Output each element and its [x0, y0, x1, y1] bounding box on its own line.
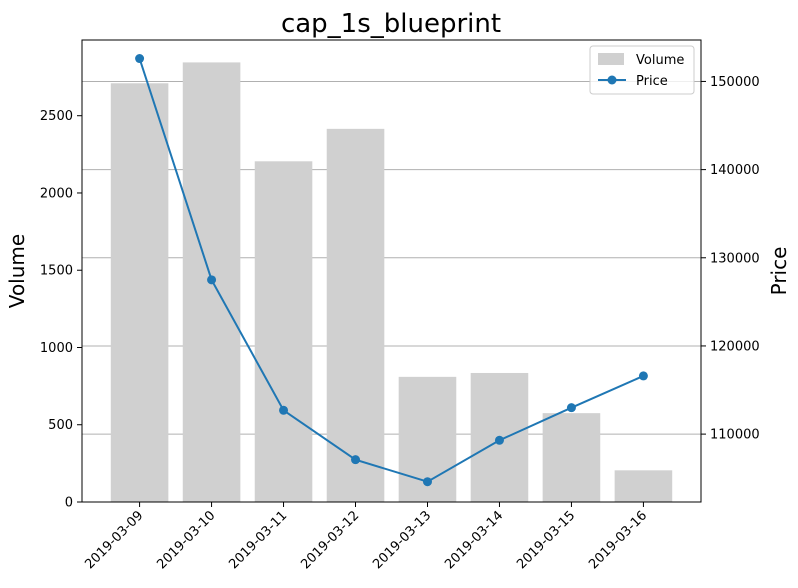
- legend-price-label: Price: [636, 74, 668, 89]
- legend: Volume Price: [589, 45, 695, 95]
- x-axis: 2019-03-09 2019-03-10 2019-03-11 2019-03-12…: [82, 502, 650, 572]
- x-tick-label: 2019-03-15: [514, 508, 578, 572]
- left-axis: 0 500 1000 1500 2000 2500: [40, 109, 82, 511]
- price-line-series: [135, 54, 648, 487]
- price-point: [207, 275, 217, 285]
- bar: [254, 161, 313, 502]
- right-tick-label: 120000: [710, 339, 760, 354]
- x-tick-label: 2019-03-16: [586, 508, 650, 572]
- left-axis-label: Volume: [5, 234, 29, 308]
- price-point: [566, 403, 576, 413]
- right-tick-label: 110000: [710, 428, 760, 443]
- price-point: [422, 477, 432, 487]
- x-tick-label: 2019-03-10: [154, 508, 218, 572]
- x-tick-label: 2019-03-14: [442, 508, 506, 572]
- volume-bars: [110, 62, 673, 502]
- right-axis-label: Price: [767, 247, 791, 296]
- right-tick-label: 140000: [710, 163, 760, 178]
- right-tick-label: 130000: [710, 251, 760, 266]
- left-tick-label: 0: [65, 496, 73, 511]
- bar: [110, 83, 169, 502]
- left-tick-label: 2000: [40, 186, 73, 201]
- bar: [614, 470, 673, 502]
- chart-title: cap_1s_blueprint: [281, 9, 501, 39]
- x-tick-label: 2019-03-11: [226, 508, 290, 572]
- left-tick-label: 2500: [40, 109, 73, 124]
- left-tick-label: 1500: [40, 264, 73, 279]
- legend-price-marker: [607, 75, 617, 85]
- price-point: [279, 405, 289, 415]
- bar: [542, 413, 601, 502]
- x-tick-label: 2019-03-09: [82, 508, 146, 572]
- price-line: [138, 58, 644, 483]
- price-point: [135, 54, 145, 64]
- x-tick-label: 2019-03-13: [370, 508, 434, 572]
- left-tick-label: 500: [48, 418, 73, 433]
- plot-frame: [81, 39, 702, 503]
- grid: [82, 80, 701, 435]
- right-axis: 110000 120000 130000 140000 150000: [701, 75, 760, 443]
- price-point: [494, 435, 504, 445]
- legend-volume-swatch: [598, 53, 624, 65]
- bar: [326, 128, 385, 502]
- price-point: [638, 371, 648, 381]
- left-tick-label: 1000: [40, 341, 73, 356]
- right-tick-label: 150000: [710, 75, 760, 90]
- price-point: [351, 455, 361, 465]
- x-tick-label: 2019-03-12: [298, 508, 362, 572]
- legend-volume-label: Volume: [636, 53, 684, 68]
